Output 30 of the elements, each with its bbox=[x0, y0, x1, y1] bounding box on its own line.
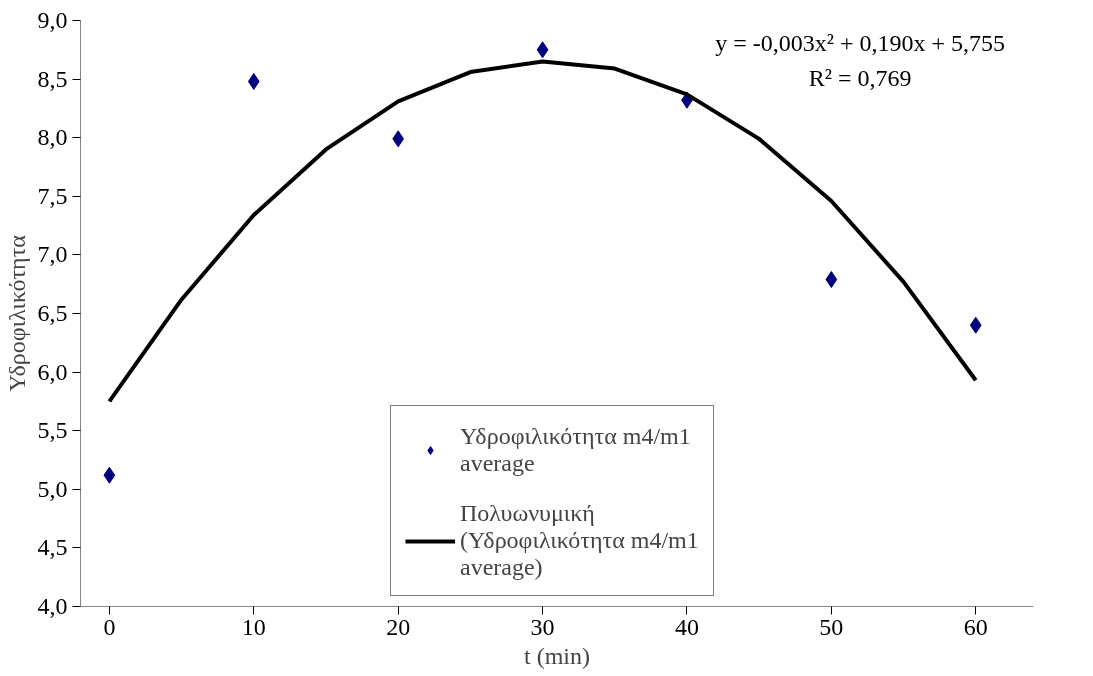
y-tick-label: 9,0 bbox=[37, 7, 68, 33]
x-axis-title: t (min) bbox=[524, 642, 591, 669]
y-tick-label: 7,5 bbox=[37, 182, 68, 209]
y-tick-label: 5,5 bbox=[37, 417, 68, 444]
point bbox=[536, 41, 549, 59]
x-tick-label: 30 bbox=[530, 613, 555, 640]
point bbox=[969, 316, 982, 334]
y-tick-label: 6,0 bbox=[37, 358, 68, 385]
y-tick-label: 5,0 bbox=[37, 475, 68, 502]
y-tick-label: 4,0 bbox=[37, 593, 68, 619]
y-axis-title: Υδροφιλικότητα bbox=[3, 234, 30, 392]
x-tick-label: 20 bbox=[386, 613, 411, 640]
x-tick-label: 10 bbox=[241, 613, 266, 640]
line-series bbox=[107, 59, 978, 404]
y-tick-label: 8,0 bbox=[37, 124, 68, 151]
legend-label: Υδροφιλικότητα m4/m1 average bbox=[460, 422, 691, 478]
x-tick-label: 0 bbox=[103, 613, 116, 640]
x-tick-label: 60 bbox=[963, 613, 988, 640]
point bbox=[825, 271, 838, 289]
y-tick-label: 6,5 bbox=[37, 300, 68, 326]
legend-label: Πολυωνυμική (Υδροφιλικότητα m4/m1 average) bbox=[460, 500, 699, 581]
x-tick-label: 50 bbox=[819, 613, 844, 640]
y-tick-label: 7,0 bbox=[37, 241, 68, 268]
x-tick-label: 40 bbox=[674, 613, 699, 640]
point bbox=[103, 466, 116, 484]
point bbox=[247, 72, 260, 90]
y-tick-label: 4,5 bbox=[37, 534, 68, 561]
annotation: y = -0,003x² + 0,190x + 5,755 bbox=[715, 29, 1006, 56]
annotation: R² = 0,769 bbox=[808, 64, 912, 91]
y-tick-label: 8,5 bbox=[37, 65, 68, 92]
